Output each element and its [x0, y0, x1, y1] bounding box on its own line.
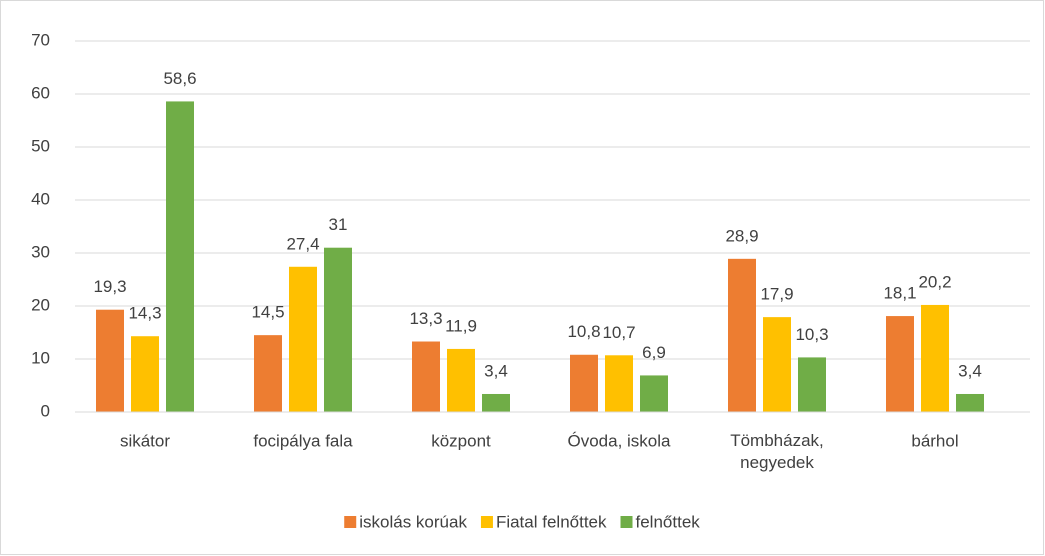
data-label: 28,9 — [725, 226, 758, 245]
bar — [763, 317, 791, 412]
bar — [640, 375, 668, 412]
y-tick-label: 60 — [31, 83, 50, 102]
bar — [482, 393, 510, 412]
data-label: 31 — [329, 215, 348, 234]
legend-swatch — [344, 516, 357, 528]
legend-swatch — [620, 516, 633, 528]
x-tick-label: Óvoda, iskola — [568, 431, 672, 450]
data-label: 10,3 — [795, 325, 828, 344]
x-tick-label: bárhol — [911, 431, 958, 450]
y-tick-label: 70 — [31, 30, 50, 49]
y-tick-label: 10 — [31, 348, 50, 367]
y-tick-label: 30 — [31, 242, 50, 261]
y-tick-label: 0 — [41, 401, 50, 420]
bar — [289, 266, 317, 412]
bar — [798, 357, 826, 412]
data-label: 14,3 — [128, 304, 161, 323]
y-tick-label: 40 — [31, 189, 50, 208]
data-label: 20,2 — [918, 272, 951, 291]
data-label: 27,4 — [286, 234, 319, 253]
data-label: 14,5 — [251, 303, 284, 322]
x-tick-label: focipálya fala — [253, 431, 353, 450]
bar — [921, 304, 949, 412]
legend-label: iskolás korúak — [359, 512, 467, 531]
bar — [728, 258, 756, 412]
bar — [605, 355, 633, 412]
data-label: 58,6 — [163, 69, 196, 88]
bar — [570, 354, 598, 412]
data-label: 3,4 — [484, 361, 508, 380]
legend: iskolás korúak Fiatal felnőttek felnőttek — [344, 512, 700, 531]
bar — [956, 393, 984, 412]
data-label: 13,3 — [409, 309, 442, 328]
bar — [447, 348, 475, 412]
bar — [324, 247, 352, 412]
legend-swatch — [480, 516, 493, 528]
x-tick-label: Tömbházak, negyedek — [730, 431, 824, 472]
bar — [166, 101, 194, 413]
data-label: 19,3 — [93, 277, 126, 296]
bar — [886, 316, 914, 412]
y-tick-label: 50 — [31, 136, 50, 155]
data-label: 10,8 — [567, 322, 600, 341]
bar — [254, 335, 282, 412]
bar — [131, 336, 159, 412]
data-label: 10,7 — [602, 323, 635, 342]
y-tick-label: 20 — [31, 295, 50, 314]
data-label: 6,9 — [642, 343, 666, 362]
data-label: 18,1 — [883, 284, 916, 303]
data-label: 17,9 — [760, 285, 793, 304]
bar — [96, 309, 124, 412]
bar — [412, 341, 440, 412]
data-label: 11,9 — [445, 316, 477, 335]
x-tick-label: központ — [431, 431, 491, 450]
legend-label: Fiatal felnőttek — [496, 512, 607, 531]
data-label: 3,4 — [958, 361, 982, 380]
x-tick-label: sikátor — [120, 431, 170, 450]
legend-label: felnőttek — [636, 512, 701, 531]
